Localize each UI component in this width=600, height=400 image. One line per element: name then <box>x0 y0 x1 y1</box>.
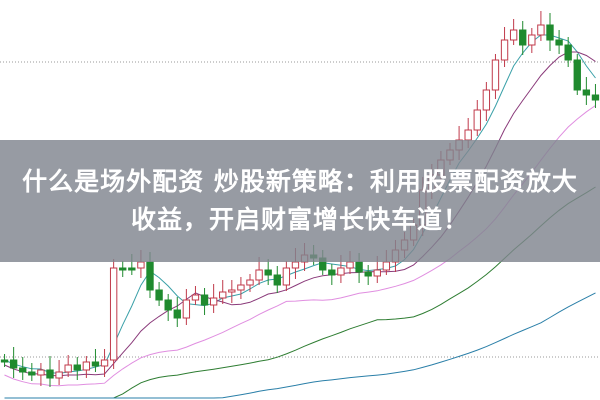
candle-up <box>282 267 291 286</box>
candle-down <box>582 89 591 96</box>
candle-down <box>591 94 600 101</box>
candle-up <box>509 29 518 41</box>
candle-up <box>500 39 509 61</box>
article-title-line-2: 收益，开启财富增长快车道！ <box>130 205 469 234</box>
candle-up <box>209 297 218 306</box>
candle-up <box>337 267 345 276</box>
candle-down <box>164 299 172 311</box>
candle-up <box>109 267 118 361</box>
candle-down <box>555 39 563 46</box>
candle-down <box>328 269 336 276</box>
moving-average-line <box>4 292 596 399</box>
candle-down <box>564 44 572 61</box>
candle-up <box>228 289 236 293</box>
candle-down <box>19 367 27 373</box>
candle-up <box>255 269 263 281</box>
candle-down <box>128 267 136 271</box>
candle-up <box>537 24 545 36</box>
candle-down <box>173 309 181 319</box>
candle-up <box>382 261 391 271</box>
candle-up <box>237 284 245 291</box>
candle-up <box>37 369 45 376</box>
candle-up <box>291 261 300 269</box>
candle-up <box>482 89 491 111</box>
candle-up <box>346 261 354 269</box>
candle-up <box>246 279 254 286</box>
candle-down <box>364 271 372 277</box>
candle-up <box>464 129 472 141</box>
candle-down <box>273 274 281 286</box>
candle-up <box>219 291 227 299</box>
candle-down <box>200 294 209 306</box>
candle-down <box>546 24 554 41</box>
candle-down <box>9 359 18 369</box>
candle-up <box>373 269 381 277</box>
candle-down <box>91 361 100 367</box>
candle-down <box>46 369 54 379</box>
candle-up <box>473 109 481 131</box>
article-title-line-1: 什么是场外配资 炒股新策略：利用股票配资放大 <box>22 167 578 196</box>
title-banner: 什么是场外配资 炒股新策略：利用股票配资放大 收益，开启财富增长快车道！ <box>0 140 600 262</box>
candle-down <box>28 371 36 376</box>
candle-up <box>55 371 63 379</box>
candle-up <box>491 59 500 91</box>
candle-up <box>191 294 200 301</box>
candle-down <box>573 59 581 91</box>
candle-up <box>182 299 191 319</box>
candle-down <box>146 261 154 291</box>
candle-down <box>264 269 272 276</box>
candle-up <box>82 361 91 371</box>
candle-down <box>355 261 363 273</box>
candle-down <box>519 29 527 46</box>
candle-down <box>73 364 81 371</box>
candle-up <box>528 34 536 46</box>
candle-up <box>137 261 145 269</box>
candle-down <box>155 289 163 301</box>
candle-down <box>119 267 127 271</box>
candle-up <box>100 359 109 367</box>
candle-down <box>0 359 9 363</box>
candle-up <box>64 364 72 373</box>
